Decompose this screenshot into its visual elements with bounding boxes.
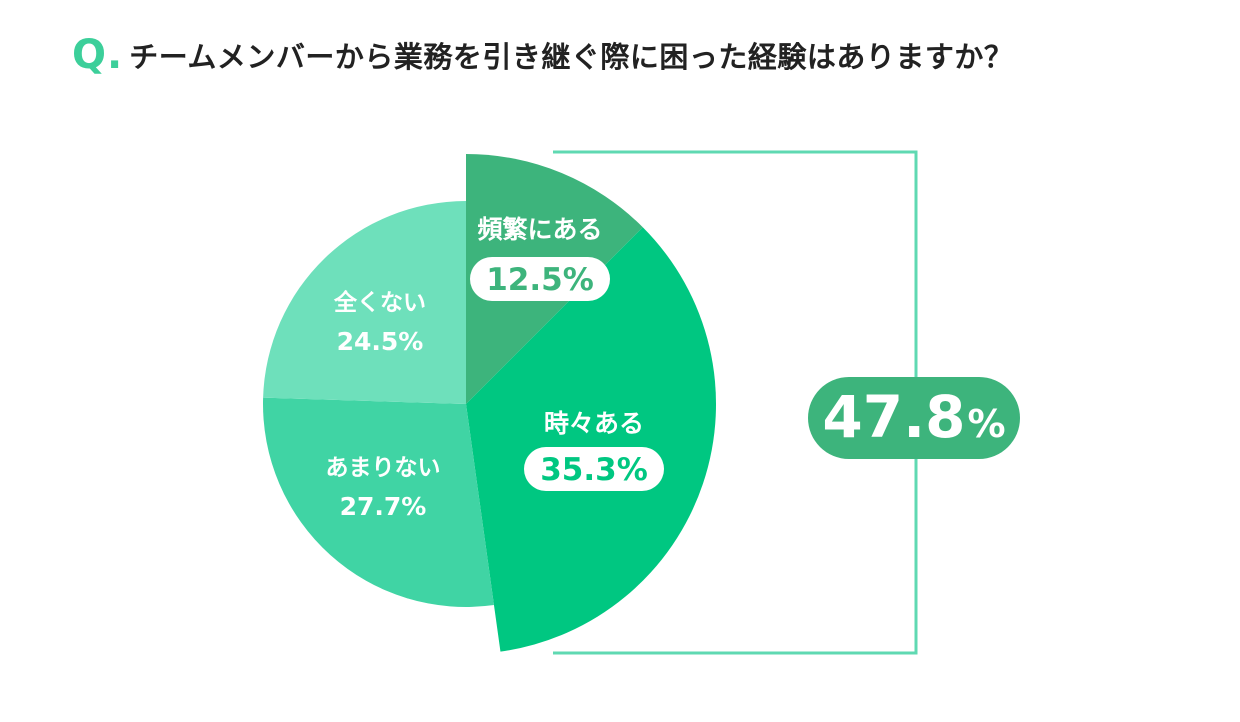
- slice-value-label: 35.3%: [540, 452, 648, 488]
- slice-value-label: 24.5%: [337, 327, 424, 356]
- summary-unit: %: [968, 402, 1006, 446]
- pie-slice: [466, 227, 717, 652]
- pie-slice: [263, 201, 466, 404]
- value-pill: [524, 447, 664, 491]
- question-mark: Q.: [72, 32, 124, 78]
- value-pill: [470, 257, 610, 301]
- slice-name-label: 時々ある: [544, 409, 644, 438]
- summary-pill: [808, 377, 1020, 459]
- slice-value-label: 27.7%: [340, 492, 427, 521]
- title-row: Q. チームメンバーから業務を引き継ぐ際に困った経験はありますか？: [72, 30, 1013, 80]
- slice-name-label: 頻繁にある: [477, 215, 602, 244]
- pie-slice: [262, 397, 494, 607]
- slice-value-label: 12.5%: [486, 262, 594, 298]
- summary-value: 47.8%: [822, 383, 1005, 451]
- chart-title: チームメンバーから業務を引き継ぐ際に困った経験はありますか？: [129, 40, 1014, 74]
- summary-number: 47.8: [822, 383, 965, 451]
- slice-name-label: 全くない: [333, 289, 426, 316]
- slice-name-label: あまりない: [326, 455, 441, 481]
